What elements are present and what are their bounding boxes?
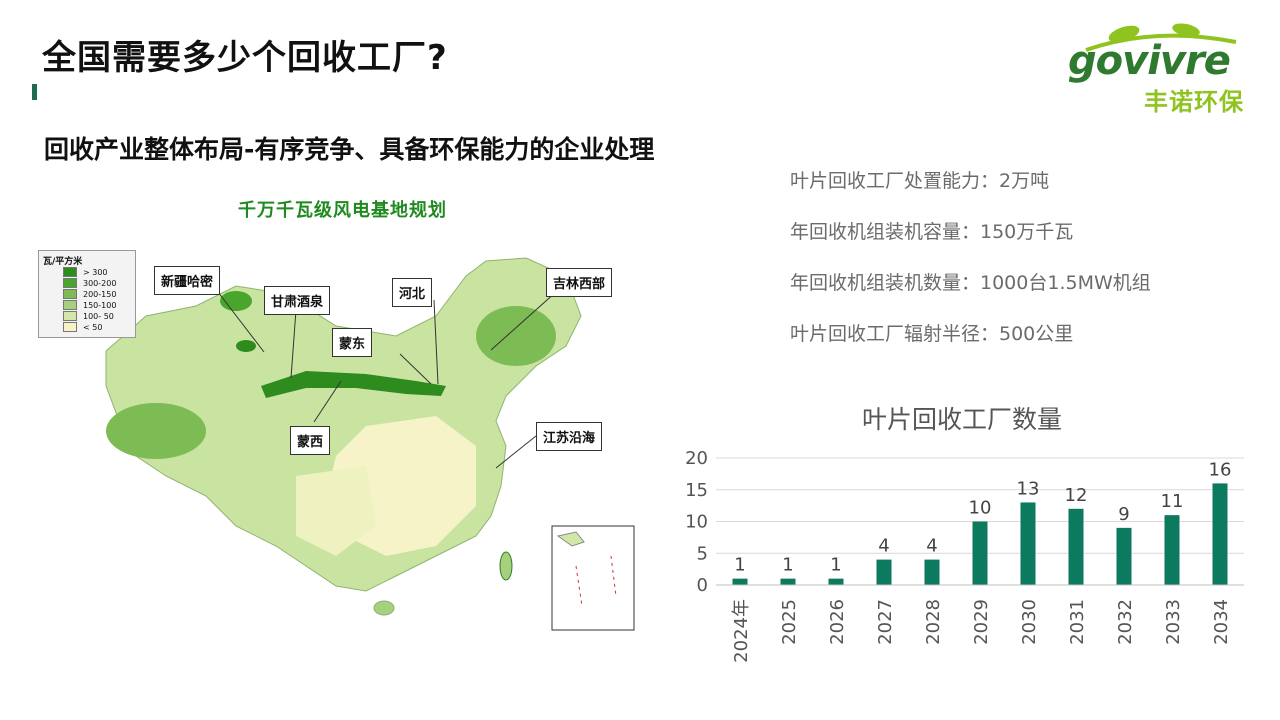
legend-label: > 300 (83, 267, 108, 277)
callout-gansu: 甘肃酒泉 (264, 286, 331, 315)
data-label: 9 (1118, 504, 1129, 525)
legend-label: 150-100 (83, 300, 117, 310)
map-legend: 瓦/平方米 > 300 300-200 200-150 150-100 100- 50 <… (38, 250, 136, 338)
legend-label: 100- 50 (83, 311, 114, 321)
y-tick-label: 5 (697, 543, 708, 564)
x-tick-label: 2026 (827, 599, 848, 645)
data-label: 1 (782, 555, 793, 576)
x-tick-label: 2024年 (731, 599, 752, 663)
logo-wordmark: govivre (1068, 38, 1231, 84)
chart-title: 叶片回收工厂数量 (862, 405, 1063, 434)
x-tick-label: 2027 (875, 599, 896, 645)
data-label: 4 (878, 536, 889, 557)
company-logo: govivre 丰诺环保 (1066, 20, 1256, 116)
bar (780, 578, 796, 585)
stat-radius: 叶片回收工厂辐射半径：500公里 (790, 323, 1074, 345)
legend-swatch (63, 322, 77, 332)
bar (1164, 515, 1180, 585)
x-tick-label: 2031 (1067, 599, 1088, 645)
x-tick-label: 2029 (971, 599, 992, 645)
map-title: 千万千瓦级风电基地规划 (238, 200, 447, 221)
legend-item: < 50 (63, 322, 102, 332)
page-title: 全国需要多少个回收工厂? (42, 38, 448, 78)
legend-swatch (63, 311, 77, 321)
data-label: 1 (734, 555, 745, 576)
legend-label: 200-150 (83, 289, 117, 299)
china-map (105, 257, 635, 631)
factory-count-chart: 0 5 10 15 20 1 2024年 1 2025 1 2026 4 2027 4 2028 10 2029… (670, 440, 1270, 710)
data-label: 11 (1161, 491, 1184, 512)
stat-installed-capacity: 年回收机组装机容量：150万千瓦 (790, 221, 1074, 243)
bar (1212, 483, 1228, 585)
title-accent-bar (32, 84, 37, 100)
callout-jilin: 吉林西部 (546, 268, 613, 297)
bar (1020, 502, 1036, 585)
legend-swatch (63, 300, 77, 310)
x-tick-label: 2028 (923, 599, 944, 645)
bar (1068, 508, 1084, 585)
callout-xinjiang: 新疆哈密 (154, 266, 221, 295)
bar (732, 578, 748, 585)
callout-hebei: 河北 (392, 278, 433, 307)
x-tick-label: 2034 (1211, 599, 1232, 645)
data-label: 13 (1017, 478, 1040, 499)
legend-swatch (63, 278, 77, 288)
bar (876, 559, 892, 585)
x-tick-label: 2030 (1019, 599, 1040, 645)
bar (924, 559, 940, 585)
legend-item: 150-100 (63, 300, 116, 310)
data-label: 10 (969, 498, 992, 519)
legend-item: 200-150 (63, 289, 116, 299)
high-resource-belt (261, 371, 446, 398)
bar (972, 521, 988, 585)
y-tick-label: 15 (685, 480, 708, 501)
bar (1116, 527, 1132, 585)
stat-capacity: 叶片回收工厂处置能力：2万吨 (790, 170, 1050, 192)
wind-resource-map: 瓦/平方米 > 300 300-200 200-150 150-100 100- 50 <… (36, 246, 646, 646)
bar-chart-svg: 0 5 10 15 20 1 2024年 1 2025 1 2026 4 2027 4 2028 10 2029… (685, 448, 1244, 663)
bar (828, 578, 844, 585)
legend-item: > 300 (63, 267, 108, 277)
data-label: 12 (1065, 485, 1088, 506)
legend-item: 100- 50 (63, 311, 114, 321)
legend-label: < 50 (83, 322, 103, 332)
logo-chinese-name: 丰诺环保 (1144, 88, 1244, 116)
callout-mengxi: 蒙西 (290, 426, 331, 455)
callout-jiangsu: 江苏沿海 (536, 422, 603, 451)
legend-swatch (63, 267, 77, 277)
callout-mengdong: 蒙东 (332, 328, 373, 357)
x-tick-label: 2032 (1115, 599, 1136, 645)
south-china-sea-inset (551, 525, 635, 631)
legend-item: 300-200 (63, 278, 116, 288)
page-subtitle: 回收产业整体布局-有序竞争、具备环保能力的企业处理 (44, 135, 655, 164)
data-label: 16 (1209, 459, 1232, 480)
data-label: 4 (926, 536, 937, 557)
legend-header: 瓦/平方米 (43, 257, 83, 267)
data-label: 1 (830, 555, 841, 576)
y-tick-label: 10 (685, 512, 708, 533)
y-tick-label: 0 (697, 575, 708, 596)
stat-unit-count: 年回收机组装机数量：1000台1.5MW机组 (790, 272, 1151, 294)
leaf-icon (1085, 23, 1237, 52)
y-tick-label: 20 (685, 448, 708, 469)
legend-swatch (63, 289, 77, 299)
legend-label: 300-200 (83, 278, 117, 288)
x-tick-label: 2025 (779, 599, 800, 645)
x-tick-label: 2033 (1163, 599, 1184, 645)
